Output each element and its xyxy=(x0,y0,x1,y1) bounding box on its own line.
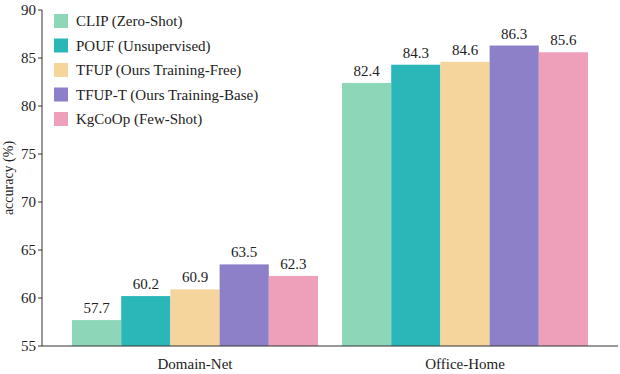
data-label: 85.6 xyxy=(550,32,577,48)
data-label: 84.3 xyxy=(403,45,429,61)
y-tick-label: 60 xyxy=(21,290,36,306)
chart-container: 57.7 60.2 60.9 63.5 62.3 82.4 84.3 84.6 86.3 85.6… xyxy=(0,0,620,374)
y-tick-label: 90 xyxy=(21,2,36,18)
legend-swatch xyxy=(54,14,68,28)
legend-swatch xyxy=(54,39,68,53)
legend-swatch xyxy=(54,112,68,126)
y-tick-label: 80 xyxy=(21,98,36,114)
bar xyxy=(121,296,170,346)
bar xyxy=(490,46,539,346)
y-tick xyxy=(38,106,42,107)
data-label: 62.3 xyxy=(280,256,306,272)
legend-label: TFUP-T (Ours Training-Base) xyxy=(76,87,258,104)
y-tick xyxy=(38,298,42,299)
bar xyxy=(342,83,391,346)
data-label: 63.5 xyxy=(231,244,257,260)
data-label: 82.4 xyxy=(353,63,380,79)
y-tick xyxy=(38,58,42,59)
y-tick xyxy=(38,250,42,251)
bar xyxy=(220,264,269,346)
chart-svg: 57.7 60.2 60.9 63.5 62.3 82.4 84.3 84.6 86.3 85.6… xyxy=(0,0,620,374)
data-label: 57.7 xyxy=(83,300,110,316)
bar xyxy=(72,320,121,346)
legend: CLIP (Zero-Shot) POUF (Unsupervised) TFUP … xyxy=(54,13,258,128)
legend-swatch xyxy=(54,63,68,77)
bar xyxy=(170,289,219,346)
y-tick-label: 70 xyxy=(21,194,36,210)
x-tick-label: Office-Home xyxy=(425,356,505,372)
legend-label: KgCoOp (Few-Shot) xyxy=(76,111,202,128)
data-label: 60.2 xyxy=(133,276,159,292)
y-tick-label: 85 xyxy=(21,50,36,66)
legend-label: CLIP (Zero-Shot) xyxy=(76,13,183,30)
legend-label: POUF (Unsupervised) xyxy=(76,38,211,55)
legend-label: TFUP (Ours Training-Free) xyxy=(76,62,241,79)
y-tick-label: 65 xyxy=(21,242,36,258)
x-tick-label: Domain-Net xyxy=(158,356,234,372)
y-tick xyxy=(38,10,42,11)
legend-swatch xyxy=(54,88,68,102)
bar xyxy=(391,65,440,346)
y-tick-label: 75 xyxy=(21,146,36,162)
bar xyxy=(539,52,588,346)
y-axis xyxy=(42,10,43,346)
y-tick xyxy=(38,202,42,203)
data-label: 86.3 xyxy=(501,26,527,42)
y-tick-label: 55 xyxy=(21,338,36,354)
x-axis xyxy=(42,346,618,347)
y-axis-label: accuracy (%) xyxy=(1,141,17,216)
data-label: 60.9 xyxy=(182,269,208,285)
y-tick xyxy=(38,154,42,155)
bar xyxy=(269,276,318,346)
bar xyxy=(440,62,489,346)
data-label: 84.6 xyxy=(452,42,479,58)
bars xyxy=(72,46,588,346)
y-tick xyxy=(38,346,42,347)
